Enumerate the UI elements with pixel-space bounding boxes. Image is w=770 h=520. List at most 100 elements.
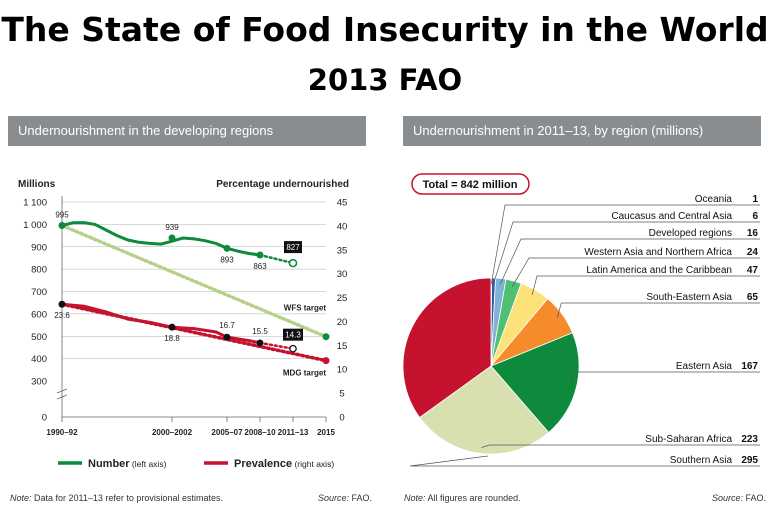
data-label-box xyxy=(284,241,302,254)
y2-tick-label: 25 xyxy=(337,293,348,304)
pie-label: Sub-Saharan Africa xyxy=(645,434,732,445)
number-provisional-line xyxy=(258,253,295,265)
wfs-target-label: WFS target xyxy=(284,304,327,313)
data-label: 939 xyxy=(165,223,179,232)
leader-line xyxy=(556,302,760,318)
y-tick-label: 800 xyxy=(31,265,47,276)
pie-value: 167 xyxy=(741,361,758,372)
number-marker xyxy=(223,244,231,252)
line-chart-note: Note: Data for 2011–13 refer to provisio… xyxy=(10,493,223,503)
data-label: 16.7 xyxy=(219,321,235,330)
data-label: 23.6 xyxy=(54,311,70,320)
data-label-box xyxy=(283,328,303,341)
mdg-target-marker xyxy=(322,357,330,365)
prevalence-marker xyxy=(223,333,231,341)
prevalence-provisional-line xyxy=(258,341,295,350)
y2-tick-label: 40 xyxy=(337,221,348,232)
wfs-target-line xyxy=(60,223,328,339)
pie-label: Latin America and the Caribbean xyxy=(586,265,732,276)
pie-label: Developed regions xyxy=(649,228,732,239)
y-tick-label: 0 xyxy=(42,413,47,424)
legend-prevalence-label: Prevalence (right axis) xyxy=(234,458,334,470)
data-label: 827 xyxy=(286,243,300,252)
pie-chart-note: Note: All figures are rounded. xyxy=(404,493,521,503)
pie-label: Eastern Asia xyxy=(676,361,733,372)
pie-chart: Total = 842 million Oceania 1 Caucasus and … xyxy=(402,173,760,467)
y-tick-label: 300 xyxy=(31,377,47,388)
total-badge xyxy=(411,173,530,195)
y-tick-label: 900 xyxy=(31,242,47,253)
data-label: 995 xyxy=(55,210,69,219)
leader-line xyxy=(499,238,760,285)
pie-value: 6 xyxy=(752,211,758,222)
line-chart: Millions Percentage undernourished 1 100 1 … xyxy=(18,179,349,470)
page-title: The State of Food Insecurity in the Worl… xyxy=(1,10,769,49)
y2-tick-label: 35 xyxy=(337,245,348,256)
line-chart-heading: Undernourishment in the developing regio… xyxy=(8,116,366,146)
leader-line xyxy=(570,371,760,386)
leader-line xyxy=(493,221,760,285)
total-label: Total = 842 million xyxy=(423,179,518,191)
pie-slice xyxy=(490,332,580,434)
pie-value: 295 xyxy=(741,455,758,466)
data-label: 15.5 xyxy=(252,327,268,336)
prevalence-marker xyxy=(256,339,264,347)
line-chart-source: Source: FAO. xyxy=(318,493,373,503)
pie-value: 1 xyxy=(752,194,758,205)
x-tick-label: 2005–07 xyxy=(211,428,243,437)
pie-label: South-Eastern Asia xyxy=(646,292,732,303)
data-label: 893 xyxy=(220,255,234,264)
leader-line xyxy=(490,204,760,285)
pie-value: 65 xyxy=(747,292,759,303)
y-tick-label: 400 xyxy=(31,354,47,365)
legend-number-label: Number (left axis) xyxy=(88,458,167,470)
y2-tick-label: 0 xyxy=(339,413,344,424)
leader-line xyxy=(481,444,760,448)
leader-line xyxy=(409,455,760,467)
y2-axis-label: Percentage undernourished xyxy=(216,179,349,190)
pie-slice xyxy=(419,365,550,455)
data-label: 18.8 xyxy=(164,334,180,343)
pie-slice xyxy=(402,277,492,419)
number-marker xyxy=(168,234,176,242)
y-tick-label: 600 xyxy=(31,309,47,320)
x-tick-label: 2011–13 xyxy=(278,428,309,437)
number-marker xyxy=(58,221,66,229)
x-tick-label: 2015 xyxy=(317,428,335,437)
axis-break xyxy=(56,388,68,400)
y-tick-label: 1 100 xyxy=(23,198,47,209)
pie-chart-heading: Undernourishment in 2011–13, by region (… xyxy=(403,116,761,146)
y-tick-label: 700 xyxy=(31,287,47,298)
data-label: 863 xyxy=(253,262,267,271)
prevalence-provisional-marker xyxy=(289,344,297,353)
y-tick-label: 1 000 xyxy=(23,220,47,231)
number-marker xyxy=(256,251,264,259)
mdg-target-line xyxy=(60,302,328,363)
data-label: 14.3 xyxy=(285,331,301,340)
y2-tick-label: 20 xyxy=(337,317,348,328)
y2-tick-label: 30 xyxy=(337,269,348,280)
x-tick-label: 2000–2002 xyxy=(152,428,193,437)
y-axis-label: Millions xyxy=(18,179,56,190)
pie-value: 47 xyxy=(747,265,759,276)
y2-tick-label: 10 xyxy=(337,365,348,376)
pie-value: 223 xyxy=(741,434,758,445)
page-subtitle: 2013 FAO xyxy=(307,63,463,97)
x-tick-label: 2008–10 xyxy=(244,428,276,437)
pie-label: Western Asia and Northern Africa xyxy=(584,247,732,258)
prevalence-marker xyxy=(58,300,66,308)
leader-line xyxy=(531,275,760,296)
prevalence-marker xyxy=(168,323,176,331)
x-tick-label: 1990–92 xyxy=(46,428,78,437)
pie-chart-source: Source: FAO. xyxy=(712,493,767,503)
number-provisional-marker xyxy=(288,258,298,268)
mdg-target-label: MDG target xyxy=(283,369,326,378)
y2-tick-label: 15 xyxy=(337,341,348,352)
wfs-target-marker xyxy=(322,333,330,341)
pie-value: 16 xyxy=(747,228,759,239)
leader-line xyxy=(511,257,760,287)
pie-label: Caucasus and Central Asia xyxy=(611,211,732,222)
pie-value: 24 xyxy=(747,247,759,258)
pie-label: Oceania xyxy=(695,194,733,205)
